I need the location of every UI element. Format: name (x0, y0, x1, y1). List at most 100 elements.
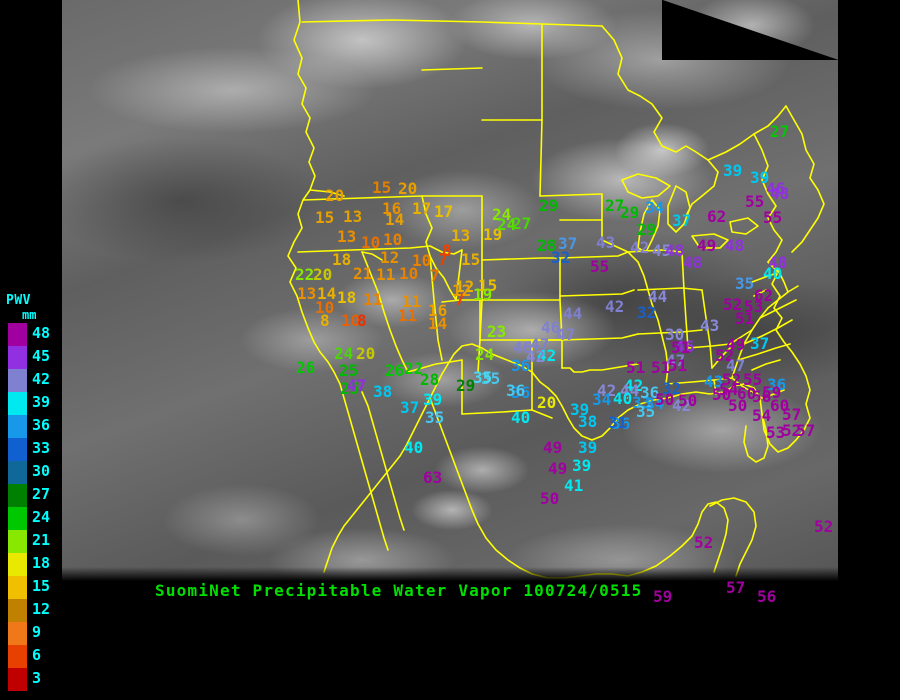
colorbar-tick-label: 3 (32, 669, 42, 687)
station-pwv-value: 29 (456, 376, 476, 395)
colorbar-unit: mm (22, 308, 37, 322)
station-pwv-value: 25 (339, 361, 359, 380)
station-pwv-value: 37 (558, 234, 578, 253)
station-pwv-value: 34 (645, 198, 665, 217)
station-pwv-value: 46 (766, 179, 786, 198)
station-pwv-value: 13 (297, 284, 317, 303)
station-pwv-value: 8 (357, 311, 367, 330)
station-pwv-value: 46 (513, 338, 533, 357)
station-pwv-value: 12 (452, 281, 472, 300)
station-pwv-value: 16 (382, 199, 402, 218)
station-pwv-value: 42 (605, 297, 625, 316)
station-pwv-value: 20 (356, 344, 376, 363)
station-pwv-value: 51 (668, 356, 688, 375)
station-pwv-value: 51 (626, 358, 646, 377)
station-pwv-value: 39 (572, 456, 592, 475)
station-pwv-value: 34 (645, 394, 665, 413)
station-pwv-value: 59 (762, 383, 782, 402)
station-pwv-value: 40 (511, 408, 531, 427)
station-pwv-value: 55 (743, 370, 763, 389)
geographic-overlay (287, 0, 825, 579)
station-pwv-value: 13 (337, 227, 357, 246)
colorbar-row: 21 (0, 530, 62, 553)
station-pwv-value: 42 (597, 381, 617, 400)
colorbar-swatch (8, 484, 27, 507)
station-pwv-value: 49 (697, 236, 717, 255)
station-pwv-value: 40 (763, 264, 783, 283)
colorbar-row: 12 (0, 599, 62, 622)
station-pwv-value: 19 (483, 225, 503, 244)
station-pwv-value: 44 (563, 304, 583, 323)
station-pwv-value: 45 (652, 241, 672, 260)
station-pwv-value: 13 (451, 226, 471, 245)
station-pwv-value: 25 (340, 379, 360, 398)
station-pwv-value: 52 (715, 346, 735, 365)
station-pwv-value: 18 (337, 288, 357, 307)
station-pwv-value: 16 (428, 301, 448, 320)
station-pwv-value: 34 (592, 390, 612, 409)
colorbar-title: PWV (6, 293, 31, 308)
colorbar-tick-label: 27 (32, 485, 51, 503)
colorbar-row: 39 (0, 392, 62, 415)
station-pwv-value: 29 (539, 196, 559, 215)
colorbar-tick-label: 6 (32, 646, 42, 664)
station-pwv-value: 47 (530, 335, 550, 354)
station-pwv-value: 20 (313, 265, 333, 284)
station-pwv-value: 52 (694, 533, 714, 552)
colorbar-row: 27 (0, 484, 62, 507)
station-pwv-value: 60 (770, 396, 790, 415)
station-pwv-value: 35 (636, 402, 656, 421)
colorbar-swatch (8, 645, 27, 668)
colorbar-swatch (8, 599, 27, 622)
station-pwv-value: 62 (754, 286, 774, 305)
pwv-colorbar-legend: PWV mm 48 45 42 39 36 33 30 27 24 21 18 15 12 9 6 3 (0, 294, 62, 691)
station-pwv-value: 15 (315, 208, 335, 227)
station-pwv-value: 24 (492, 205, 512, 224)
station-pwv-value: 24 (497, 215, 517, 234)
station-pwv-value: 39 (750, 168, 770, 187)
station-pwv-value: 42 (624, 376, 644, 395)
station-pwv-value: 32 (637, 303, 657, 322)
station-pwv-value: 35 (425, 408, 445, 427)
station-pwv-value: 37 (672, 211, 692, 230)
station-pwv-value: 36 (767, 375, 787, 394)
station-pwv-value: 13 (343, 207, 363, 226)
station-pwv-value: 56 (757, 587, 777, 606)
station-pwv-value: 54 (752, 406, 772, 425)
satellite-scan-edge-notch (662, 0, 838, 60)
station-pwv-value: 23 (487, 322, 507, 341)
station-pwv-value: 60 (737, 384, 757, 403)
colorbar-swatch (8, 461, 27, 484)
station-pwv-value: 53 (744, 297, 764, 316)
station-pwv-value: 52 (722, 370, 742, 389)
station-pwv-value: 31 (608, 413, 628, 432)
colorbar-row: 15 (0, 576, 62, 599)
station-pwv-value: 11 (363, 290, 383, 309)
station-pwv-value: 35 (473, 368, 493, 387)
colorbar-swatch (8, 346, 27, 369)
station-pwv-value: 15 (461, 250, 481, 269)
station-pwv-value: 63 (423, 468, 443, 487)
station-pwv-value: 22 (404, 359, 424, 378)
station-pwv-value: 8 (442, 241, 452, 260)
station-pwv-value: 7 (430, 266, 440, 285)
station-pwv-value: 54 (719, 380, 739, 399)
station-pwv-value: 29 (620, 203, 640, 222)
station-pwv-value: 56 (752, 387, 772, 406)
station-pwv-value: 51 (651, 358, 671, 377)
station-pwv-value: 10 (341, 311, 361, 330)
station-pwv-value: 11 (402, 292, 422, 311)
colorbar-row: 45 (0, 346, 62, 369)
colorbar-swatch (8, 576, 27, 599)
station-pwv-value: 53 (766, 423, 786, 442)
colorbar-tick-label: 21 (32, 531, 51, 549)
station-pwv-value: 42 (537, 346, 557, 365)
station-pwv-value: 47 (347, 376, 367, 395)
station-pwv-value: 48 (683, 253, 703, 272)
colorbar-swatch (8, 438, 27, 461)
colorbar-swatch (8, 323, 27, 346)
station-pwv-value: 22 (295, 265, 315, 284)
station-pwv-value: 51 (671, 338, 691, 357)
station-pwv-value: 10 (315, 298, 335, 317)
colorbar-tick-label: 36 (32, 416, 51, 434)
